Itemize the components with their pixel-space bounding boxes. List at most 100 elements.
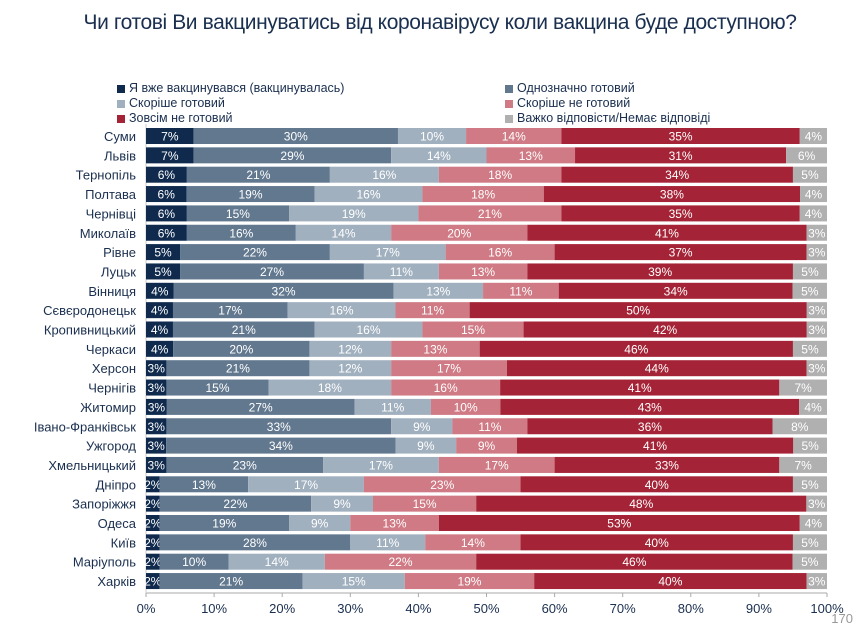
bar-segment (793, 437, 827, 454)
bar-segment (792, 476, 827, 493)
data-label: 37% (669, 246, 693, 260)
bar-segment (786, 147, 827, 164)
data-label: 11% (509, 284, 532, 298)
category-label: Житомир (80, 400, 136, 415)
bar-segment (146, 166, 187, 183)
data-label: 2% (144, 517, 162, 531)
bar-segment (329, 166, 439, 183)
bar-segment (422, 186, 544, 203)
category-label: Львів (104, 148, 136, 163)
data-label: 4% (805, 207, 823, 221)
bar-segment (772, 418, 827, 435)
bar-segment (146, 476, 160, 493)
legend-label: Я вже вакцинувався (вакцинувалась) (129, 81, 345, 95)
data-label: 41% (655, 226, 679, 240)
bar-segment (438, 166, 562, 183)
data-label: 2% (144, 536, 162, 550)
bar-segment (391, 360, 507, 377)
bar-segment (395, 437, 457, 454)
data-label: 5% (801, 265, 819, 279)
data-label: 27% (249, 400, 273, 414)
data-label: 42% (653, 323, 677, 337)
data-label: 35% (669, 207, 693, 221)
data-label: 4% (805, 130, 823, 144)
category-label: Чернівці (86, 206, 137, 221)
data-label: 17% (485, 458, 509, 472)
bar-segment (146, 418, 167, 435)
bar-segment (173, 340, 310, 357)
bar-segment (806, 244, 827, 261)
data-label: 27% (260, 265, 284, 279)
legend-swatch (117, 84, 125, 93)
x-tick-label: 10% (201, 601, 227, 616)
data-label: 32% (272, 284, 296, 298)
bar-segment (438, 515, 800, 531)
data-label: 4% (151, 304, 169, 318)
x-tick-label: 70% (610, 601, 636, 616)
x-tick-label: 50% (473, 601, 499, 616)
data-label: 53% (607, 517, 631, 531)
bar-segment (404, 573, 535, 590)
bar-segment (289, 205, 419, 222)
bar-segment (159, 515, 290, 531)
bar-segment (391, 418, 453, 435)
bar-segment (146, 263, 181, 280)
legend-label: Однозначно готовий (517, 81, 635, 95)
bar-segment (523, 321, 807, 338)
bar-segment (146, 456, 167, 473)
data-label: 41% (628, 381, 652, 395)
bar-segment (295, 224, 392, 241)
bar-segment (575, 147, 787, 164)
data-label: 3% (148, 420, 166, 434)
bar-segment (792, 263, 827, 280)
data-label: 3% (808, 246, 826, 260)
bar-segment (354, 398, 431, 415)
data-label: 11% (478, 420, 501, 434)
bar-segment (159, 553, 229, 570)
bar-segment (289, 515, 351, 531)
data-label: 16% (372, 168, 396, 182)
data-label: 2% (144, 575, 162, 589)
data-label: 4% (151, 323, 169, 337)
data-label: 17% (294, 478, 318, 492)
data-label: 35% (669, 130, 693, 144)
data-label: 7% (161, 130, 179, 144)
legend-swatch (117, 114, 125, 123)
data-label: 34% (665, 168, 689, 182)
bar-segment (425, 534, 521, 551)
data-label: 31% (669, 149, 693, 163)
data-label: 2% (144, 478, 162, 492)
bar-segment (172, 321, 315, 338)
bar-segment (287, 302, 396, 319)
bar-segment (329, 244, 446, 261)
data-label: 18% (318, 381, 342, 395)
bar-segment (146, 340, 174, 357)
category-label: Луцьк (101, 264, 136, 279)
data-label: 18% (488, 168, 512, 182)
bar-segment (309, 360, 392, 377)
data-label: 16% (356, 323, 380, 337)
data-label: 15% (205, 381, 229, 395)
data-label: 3% (808, 575, 826, 589)
data-label: 43% (638, 400, 662, 414)
bar-segment (792, 553, 827, 570)
data-label: 9% (333, 497, 351, 511)
bar-segment (520, 476, 793, 493)
category-label: Запоріжжя (72, 497, 136, 512)
data-label: 5% (801, 342, 819, 356)
bar-segment (486, 147, 576, 164)
bar-segment (799, 128, 827, 144)
data-label: 10% (454, 400, 478, 414)
category-label: Рівне (103, 245, 136, 260)
bar-segment (146, 534, 160, 551)
bar-segment (159, 534, 351, 551)
data-label: 6% (158, 207, 176, 221)
bar-segment (146, 573, 160, 590)
bar-segment (146, 128, 194, 144)
bar-segment (483, 282, 559, 299)
bar-segment (438, 456, 555, 473)
category-label: Одеса (98, 516, 137, 531)
bar-segment (806, 360, 827, 377)
